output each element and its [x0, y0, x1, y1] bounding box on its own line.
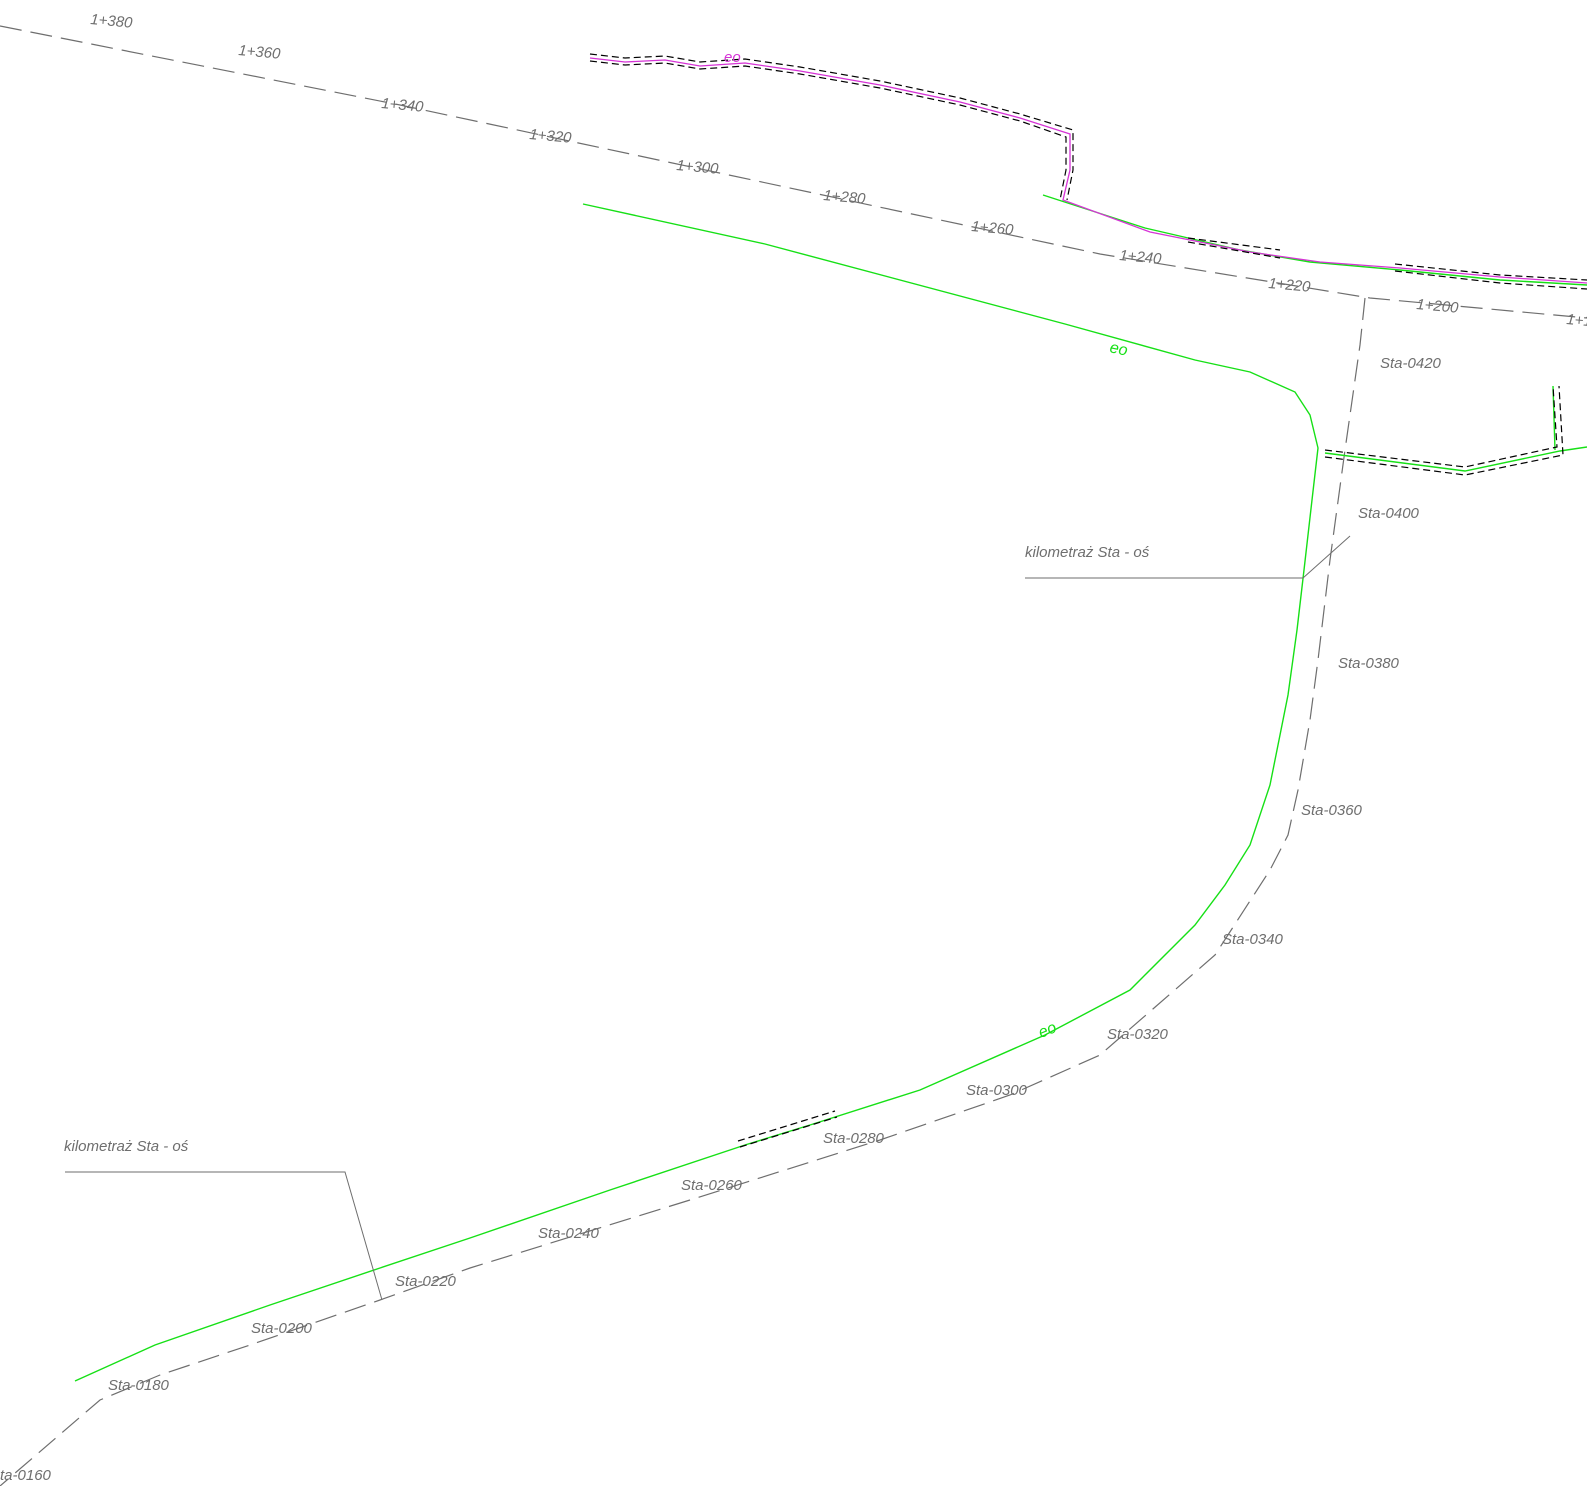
protection-line-right-a	[1394, 263, 1587, 281]
branch-station-label: Sta-0320	[1107, 1026, 1169, 1043]
branch-station-label: Sta-0300	[966, 1082, 1028, 1099]
main-axis-line	[0, 25, 1587, 319]
branch-station-label: Sta-0220	[395, 1273, 457, 1290]
cable-label-green-lower: eo	[1036, 1019, 1059, 1041]
branch-station-label: Sta-0420	[1380, 355, 1442, 372]
protection-line-branch-b	[1324, 385, 1564, 476]
branch-station-label: Sta-0380	[1338, 655, 1400, 672]
cable-label-magenta: eo	[724, 49, 741, 66]
main-station-label: 1+340	[381, 95, 425, 116]
main-station-label: 1+1	[1566, 311, 1587, 330]
branch-station-label: ta-0160	[0, 1467, 52, 1484]
branch-axis-labels: Sta-0420 Sta-0400 Sta-0380 Sta-0360 Sta-…	[0, 355, 1442, 1484]
main-station-label: 1+320	[529, 126, 573, 147]
branch-station-label: Sta-0340	[1222, 931, 1284, 948]
green-cable-top-segment	[1042, 194, 1587, 286]
protection-line-mid-b	[1187, 241, 1281, 259]
main-station-label: 1+240	[1119, 247, 1163, 268]
protection-line-right-b	[1394, 270, 1587, 290]
protection-line-top-b	[589, 60, 1067, 201]
main-station-label: 1+380	[90, 11, 134, 32]
main-station-label: 1+260	[971, 218, 1015, 239]
main-station-label: 1+200	[1416, 296, 1460, 317]
main-station-label: 1+220	[1268, 275, 1312, 296]
green-cable-right-branch	[1324, 446, 1587, 472]
callout-label-upper: kilometraż Sta - oś	[1025, 544, 1150, 561]
main-station-label: 1+360	[238, 42, 282, 63]
callout-label-lower: kilometraż Sta - oś	[64, 1138, 189, 1155]
protection-line-top-a	[589, 53, 1074, 201]
branch-station-label: Sta-0360	[1301, 802, 1363, 819]
branch-station-label: Sta-0260	[681, 1177, 743, 1194]
branch-axis-line	[0, 297, 1366, 1486]
cable-label-green-upper: eo	[1108, 339, 1129, 359]
branch-station-label: Sta-0200	[251, 1320, 313, 1337]
main-station-label: 1+280	[823, 187, 867, 208]
branch-station-label: Sta-0240	[538, 1225, 600, 1242]
protection-line-lower-a	[737, 1110, 836, 1142]
protection-line-lower-b	[739, 1116, 838, 1148]
callout-leader-lower	[65, 1171, 383, 1301]
green-cable-right-stub	[1552, 385, 1556, 451]
protection-line-branch-a	[1324, 385, 1558, 468]
green-cable-route	[74, 203, 1319, 1382]
main-axis-labels: 1+380 1+360 1+340 1+320 1+300 1+280 1+26…	[90, 11, 1587, 330]
branch-station-label: Sta-0280	[823, 1130, 885, 1147]
magenta-cable-route	[589, 57, 1587, 284]
branch-station-label: Sta-0400	[1358, 505, 1420, 522]
branch-station-label: Sta-0180	[108, 1377, 170, 1394]
main-station-label: 1+300	[676, 157, 720, 178]
protection-line-mid-a	[1187, 237, 1281, 251]
callout-leader-upper	[1025, 535, 1351, 579]
